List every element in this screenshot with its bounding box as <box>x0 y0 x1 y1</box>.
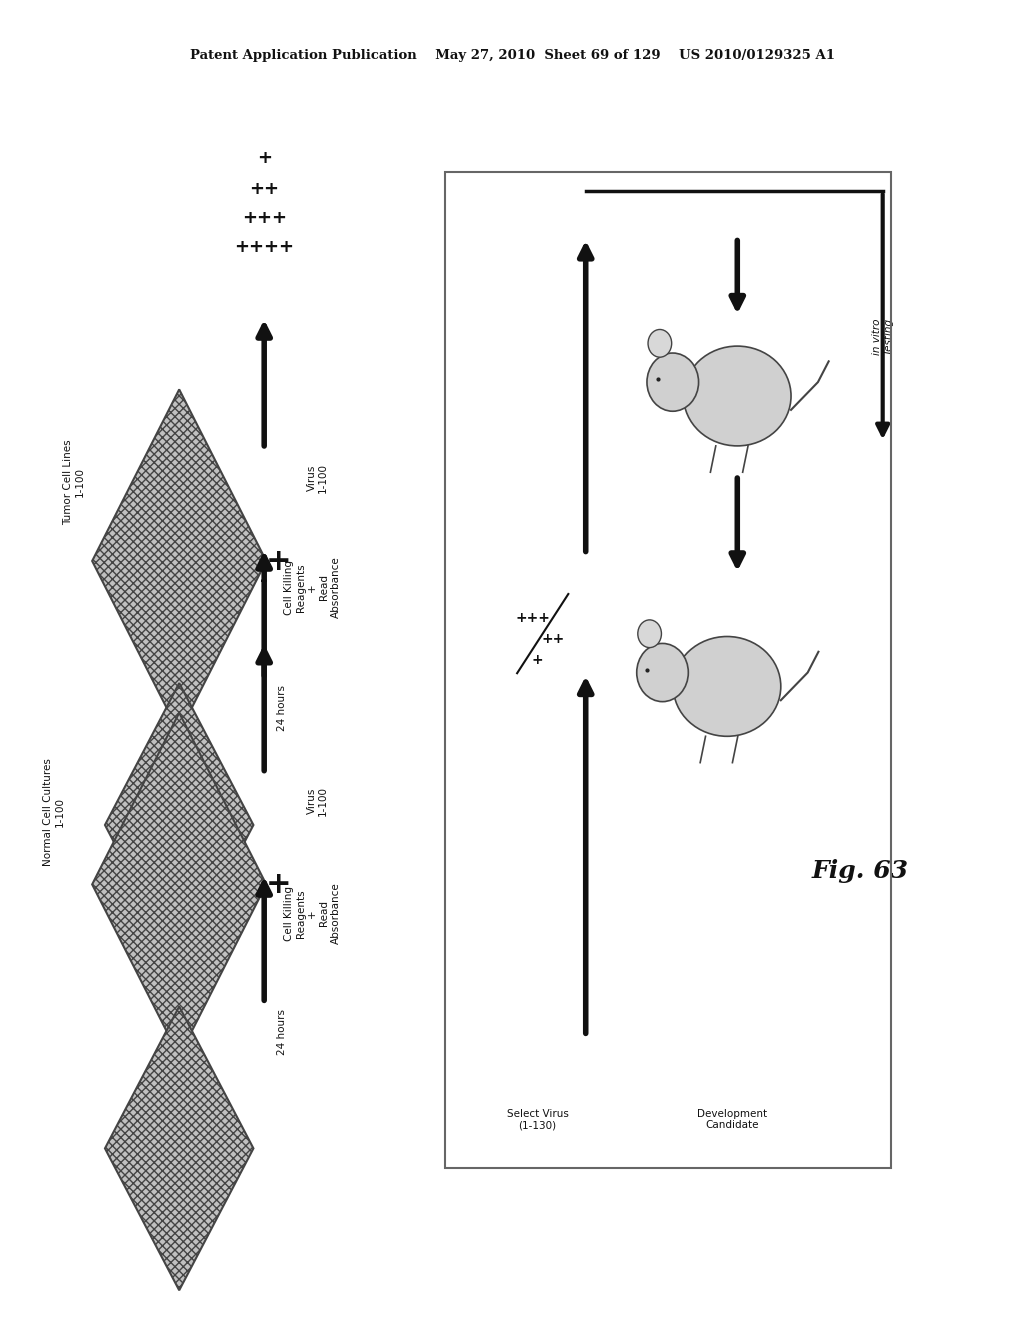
Text: +: + <box>265 870 292 899</box>
Text: Cell Killing
Reagents
+
Read
Absorbance: Cell Killing Reagents + Read Absorbance <box>284 883 341 944</box>
Text: Fig. 63: Fig. 63 <box>812 859 908 883</box>
Text: Virus
1-100: Virus 1-100 <box>306 787 329 816</box>
Ellipse shape <box>684 346 791 446</box>
Text: +: + <box>257 149 271 168</box>
Text: in vitro
Testing: in vitro Testing <box>871 318 894 355</box>
Text: ++++: ++++ <box>234 238 294 256</box>
Ellipse shape <box>647 352 698 412</box>
Polygon shape <box>104 684 254 966</box>
Text: 24 hours: 24 hours <box>276 1010 287 1055</box>
Ellipse shape <box>638 620 662 648</box>
Ellipse shape <box>637 643 688 702</box>
Ellipse shape <box>648 330 672 358</box>
Text: +++: +++ <box>515 611 550 624</box>
Text: +: + <box>531 653 544 667</box>
Text: ++: ++ <box>249 180 280 198</box>
Text: -: - <box>260 572 268 590</box>
Text: Patent Application Publication    May 27, 2010  Sheet 69 of 129    US 2010/01293: Patent Application Publication May 27, 2… <box>189 49 835 62</box>
Text: Normal Cell Cultures
1-100: Normal Cell Cultures 1-100 <box>43 758 65 866</box>
Text: Tumor Cell Lines
1-100: Tumor Cell Lines 1-100 <box>63 440 85 524</box>
Polygon shape <box>92 389 266 733</box>
Text: +++: +++ <box>242 209 287 227</box>
Text: Virus
1-100: Virus 1-100 <box>306 463 329 492</box>
Text: ++: ++ <box>542 632 564 645</box>
Text: Select Virus
(1-130): Select Virus (1-130) <box>507 1109 568 1130</box>
Text: Development
Candidate: Development Candidate <box>697 1109 767 1130</box>
Text: Cell Killing
Reagents
+
Read
Absorbance: Cell Killing Reagents + Read Absorbance <box>284 557 341 618</box>
Text: +: + <box>265 546 292 576</box>
Ellipse shape <box>674 636 781 737</box>
Text: 24 hours: 24 hours <box>276 685 287 730</box>
Polygon shape <box>104 1006 254 1291</box>
Polygon shape <box>92 713 266 1056</box>
